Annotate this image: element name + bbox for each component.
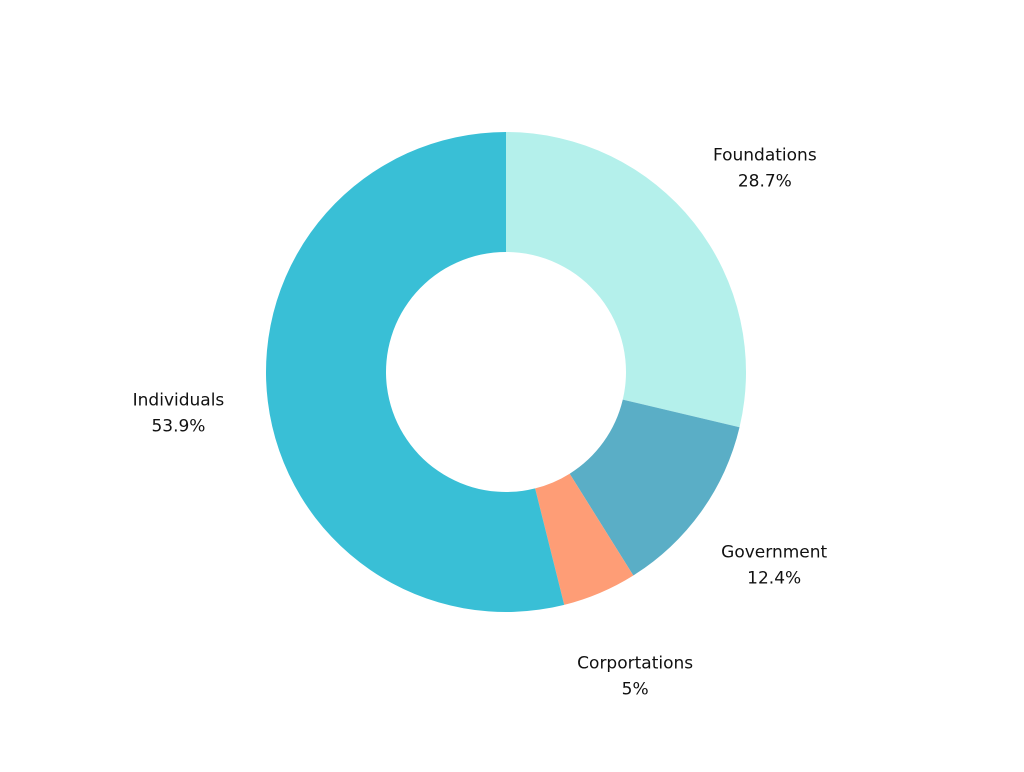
label-corportations: Corportations <box>577 654 693 674</box>
label-government: Government <box>721 542 827 562</box>
slice-corportations <box>535 473 634 605</box>
value-label-individuals: 53.9% <box>151 416 205 436</box>
slice-individuals <box>266 131 565 612</box>
slice-foundations <box>506 132 746 428</box>
label-individuals: Individuals <box>133 390 225 410</box>
label-foundations: Foundations <box>713 145 817 165</box>
value-label-corportations: 5% <box>622 680 649 700</box>
slice-government <box>569 399 740 576</box>
value-label-foundations: 28.7% <box>738 171 792 191</box>
value-label-government: 12.4% <box>747 568 801 588</box>
